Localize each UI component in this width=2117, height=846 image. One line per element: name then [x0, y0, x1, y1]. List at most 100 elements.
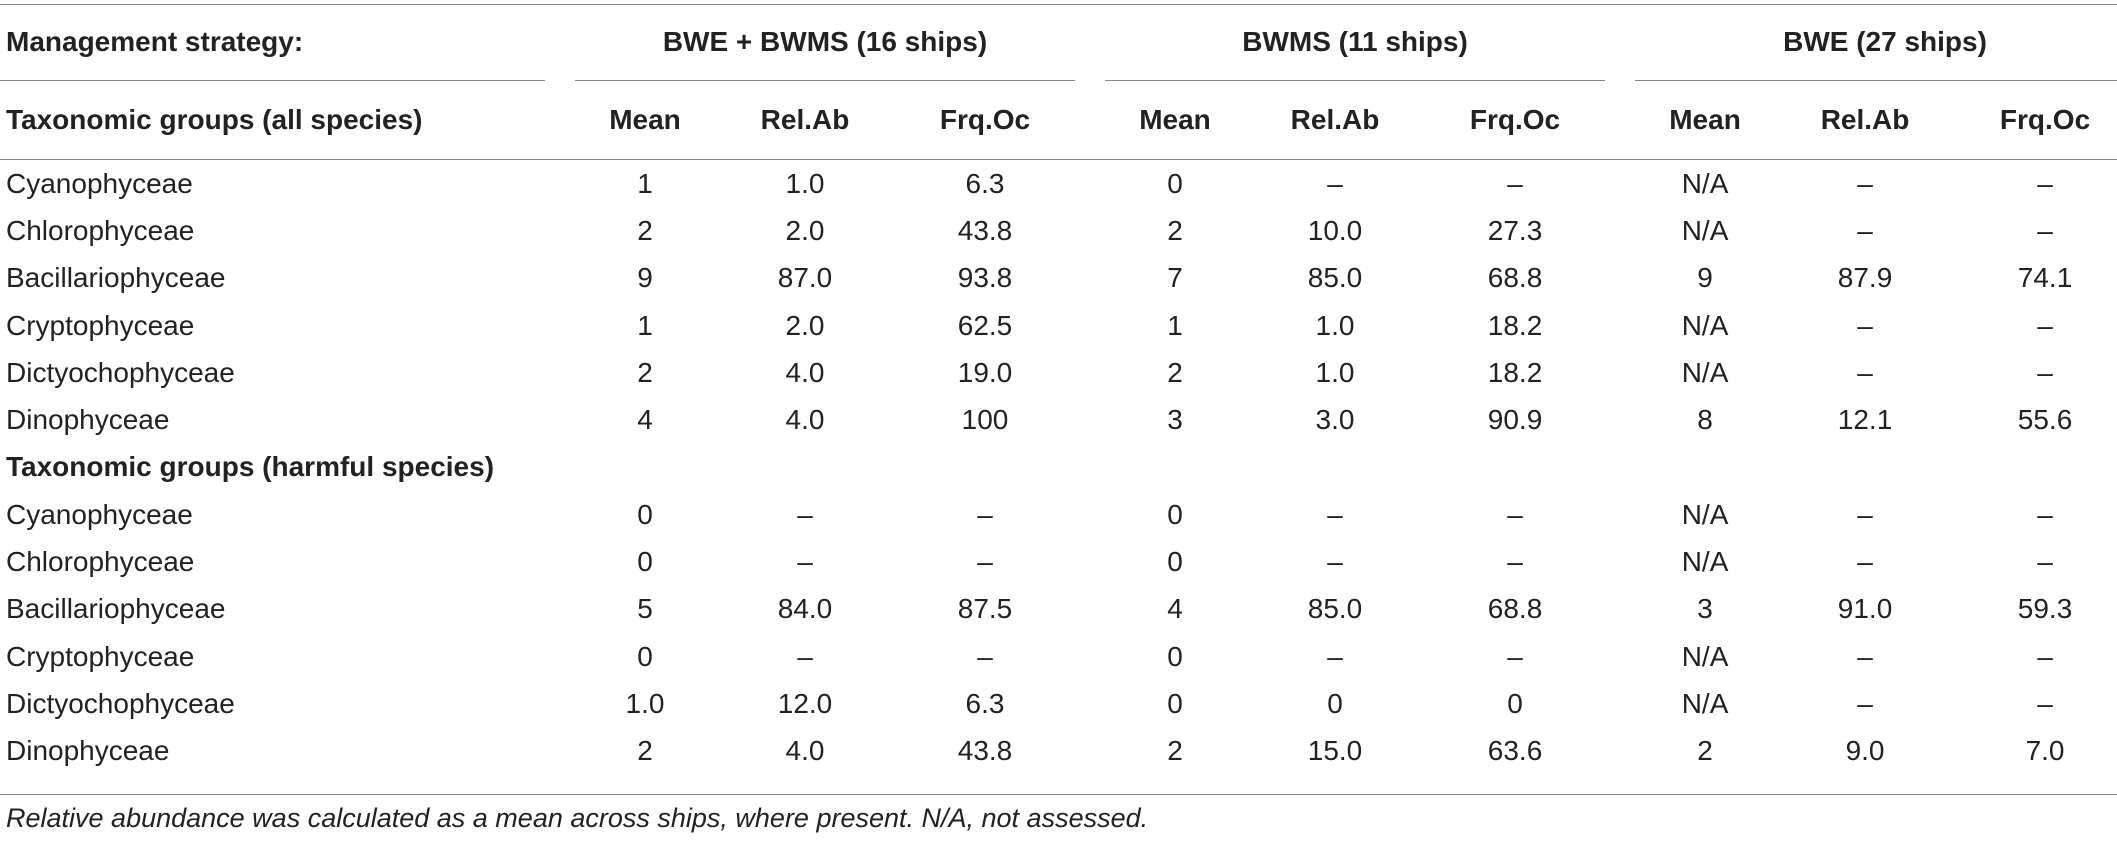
column-gap	[1605, 538, 1635, 585]
table-row: Dictyochophyceae 2 4.0 19.0 2 1.0 18.2 N/A – –	[0, 349, 2117, 396]
column-gap	[545, 302, 575, 349]
cell-mean: 1	[637, 309, 653, 341]
cell-frq-oc: 74.1	[2017, 262, 2073, 294]
cell-frq-oc: 63.6	[1487, 735, 1543, 767]
cell-mean: 9	[637, 262, 653, 294]
column-gap	[545, 586, 575, 633]
table-row: Cyanophyceae 1 1.0 6.3 0 – – N/A – –	[0, 160, 2117, 207]
cell-mean: 0	[637, 498, 653, 530]
column-gap	[545, 396, 575, 443]
col-rel-ab: Rel.Ab	[1245, 81, 1425, 160]
cell-mean: 3	[1697, 593, 1713, 625]
cell-rel-ab: 1.0	[1315, 356, 1355, 388]
management-header-row: Management strategy: BWE + BWMS (16 ship…	[0, 4, 2117, 81]
cell-rel-ab: 84.0	[777, 593, 833, 625]
column-gap	[1605, 586, 1635, 633]
cell-frq-oc: –	[1507, 640, 1523, 672]
cell-mean: 0	[1167, 498, 1183, 530]
cell-rel-ab: –	[1327, 498, 1343, 530]
column-gap	[1605, 728, 1635, 775]
cell-rel-ab: –	[1857, 546, 1873, 578]
column-gap	[545, 728, 575, 775]
column-gap	[545, 207, 575, 254]
table-row: Dictyochophyceae 1.0 12.0 6.3 0 0 0 N/A – –	[0, 680, 2117, 727]
cell-frq-oc: 0	[1507, 687, 1523, 719]
taxon-name: Cryptophyceae	[6, 640, 195, 672]
cell-mean: N/A	[1681, 546, 1729, 578]
cell-rel-ab: 10.0	[1307, 214, 1363, 246]
col-frq-oc: Frq.Oc	[895, 81, 1075, 160]
column-gap	[1075, 728, 1105, 775]
cell-mean: N/A	[1681, 214, 1729, 246]
col-mean: Mean	[1635, 81, 1776, 160]
cell-rel-ab: –	[797, 546, 813, 578]
cell-rel-ab: 9.0	[1845, 735, 1885, 767]
cell-mean: 3	[1167, 404, 1183, 436]
cell-frq-oc: –	[977, 546, 993, 578]
cell-frq-oc: 68.8	[1487, 262, 1543, 294]
cell-frq-oc: 6.3	[965, 167, 1005, 199]
cell-mean: 0	[1167, 546, 1183, 578]
cell-mean: N/A	[1681, 687, 1729, 719]
cell-rel-ab: 1.0	[1315, 309, 1355, 341]
taxon-name: Bacillariophyceae	[6, 593, 226, 625]
table-row: Bacillariophyceae 9 87.0 93.8 7 85.0 68.8 9 87.9…	[0, 255, 2117, 302]
table-row: Bacillariophyceae 5 84.0 87.5 4 85.0 68.8 3 91.0…	[0, 586, 2117, 633]
col-mean: Mean	[1105, 81, 1245, 160]
table-row: Cyanophyceae 0 – – 0 – – N/A – –	[0, 491, 2117, 538]
taxon-name: Dinophyceae	[6, 404, 170, 436]
bottom-rule	[0, 794, 2117, 795]
cell-frq-oc: 90.9	[1487, 404, 1543, 436]
cell-rel-ab: –	[1857, 687, 1873, 719]
cell-mean: 1.0	[625, 687, 665, 719]
cell-mean: N/A	[1681, 356, 1729, 388]
cell-frq-oc: 18.2	[1487, 356, 1543, 388]
col-rel-ab: Rel.Ab	[1775, 81, 1956, 160]
header-gap	[1605, 81, 1636, 160]
cell-rel-ab: 12.0	[777, 687, 833, 719]
cell-mean: 1	[1167, 309, 1183, 341]
column-gap	[1605, 302, 1635, 349]
cell-mean: 0	[1167, 687, 1183, 719]
cell-frq-oc: 55.6	[2017, 404, 2073, 436]
cell-mean: 2	[1167, 214, 1183, 246]
column-gap	[1605, 633, 1635, 680]
column-gap	[1075, 586, 1105, 633]
table-row: Chlorophyceae 2 2.0 43.8 2 10.0 27.3 N/A – –	[0, 207, 2117, 254]
cell-rel-ab: 3.0	[1315, 404, 1355, 436]
cell-frq-oc: 6.3	[965, 687, 1005, 719]
cell-rel-ab: –	[1857, 167, 1873, 199]
cell-mean: 4	[1167, 593, 1183, 625]
column-gap	[1075, 491, 1105, 538]
cell-mean: 2	[637, 214, 653, 246]
cell-rel-ab: 2.0	[785, 309, 825, 341]
cell-rel-ab: –	[797, 640, 813, 672]
column-gap	[545, 491, 575, 538]
cell-rel-ab: 91.0	[1837, 593, 1893, 625]
cell-frq-oc: 68.8	[1487, 593, 1543, 625]
column-gap	[545, 680, 575, 727]
cell-mean: N/A	[1681, 498, 1729, 530]
cell-mean: 2	[637, 356, 653, 388]
section-title: Taxonomic groups (harmful species)	[6, 451, 495, 483]
column-gap	[1075, 680, 1105, 727]
cell-frq-oc: –	[2037, 498, 2053, 530]
table-body: Cyanophyceae 1 1.0 6.3 0– – N/A – – Chlorophyceae…	[0, 160, 2117, 775]
column-gap	[1075, 255, 1105, 302]
cell-mean: 7	[1167, 262, 1183, 294]
section-title-row: Taxonomic groups (harmful species)	[0, 444, 2117, 491]
column-gap	[545, 349, 575, 396]
table-row: Cryptophyceae 0 – – 0 – – N/A – –	[0, 633, 2117, 680]
cell-frq-oc: –	[2037, 356, 2053, 388]
cell-mean: 0	[1167, 167, 1183, 199]
cell-rel-ab: –	[1857, 356, 1873, 388]
column-gap	[1605, 349, 1635, 396]
cell-mean: 2	[1167, 356, 1183, 388]
cell-frq-oc: 100	[961, 404, 1009, 436]
cell-frq-oc: 27.3	[1487, 214, 1543, 246]
taxon-name: Bacillariophyceae	[6, 262, 226, 294]
table-row: Dinophyceae 4 4.0 100 3 3.0 90.9 8 12.1 55.6	[0, 396, 2117, 443]
cell-mean: 0	[637, 640, 653, 672]
taxon-name: Cryptophyceae	[6, 309, 195, 341]
